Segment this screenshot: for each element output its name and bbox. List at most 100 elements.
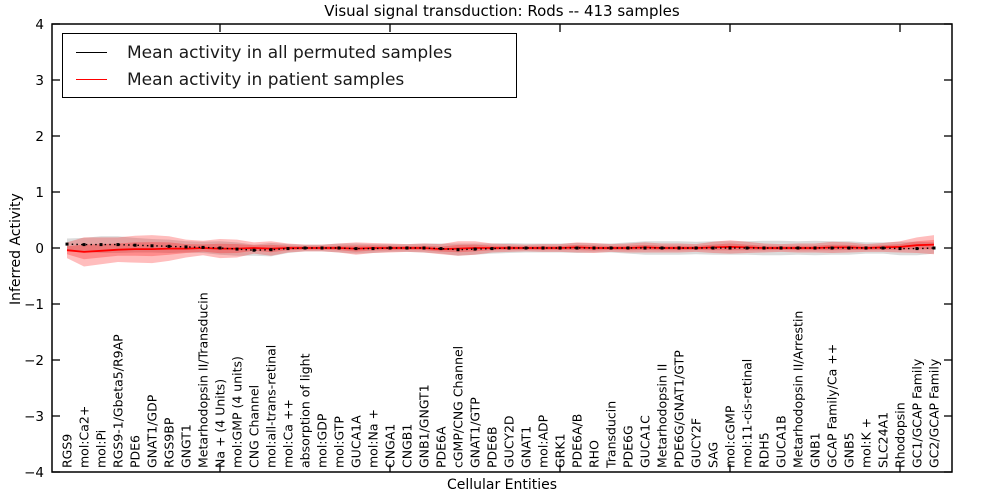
- data-point-marker: [167, 244, 171, 248]
- x-category-label: SAG: [706, 442, 721, 468]
- legend-item-permuted: Mean activity in all permuted samples: [76, 39, 516, 66]
- x-category-label: absorption of light: [298, 353, 313, 468]
- data-point-marker: [303, 246, 307, 250]
- x-category-label: GNGT1: [179, 424, 194, 468]
- data-point-marker: [439, 247, 443, 251]
- data-point-marker: [456, 248, 460, 252]
- x-category-label: GNAT1/GDP: [145, 394, 160, 468]
- x-category-label: SLC24A1: [876, 412, 891, 468]
- x-category-label: mol:Pi: [94, 430, 109, 468]
- y-tick-label: 0: [35, 241, 44, 257]
- data-point-marker: [779, 246, 783, 250]
- y-tick-label: 2: [35, 129, 44, 145]
- data-point-marker: [728, 246, 732, 250]
- data-point-marker: [405, 246, 409, 250]
- x-category-label: CNG Channel: [247, 385, 262, 468]
- data-point-marker: [388, 246, 392, 250]
- x-category-label: mol:ADP: [536, 414, 551, 468]
- x-category-label: GNAT1: [519, 426, 534, 468]
- x-category-label: PDE6A: [434, 426, 449, 468]
- data-point-marker: [252, 248, 256, 252]
- data-point-marker: [286, 247, 290, 251]
- data-point-marker: [184, 245, 188, 249]
- x-category-label: GC2/GCAP Family: [927, 358, 942, 468]
- legend-box: Mean activity in all permuted samples Me…: [62, 33, 517, 98]
- x-category-label: RGS9: [60, 434, 75, 468]
- x-category-label: GNAT1/GTP: [468, 397, 483, 468]
- x-category-label: mol:Ca ++: [281, 399, 296, 468]
- data-point-marker: [150, 244, 154, 248]
- data-point-marker: [371, 247, 375, 251]
- x-category-label: Metarhodopsin II: [655, 364, 670, 468]
- data-point-marker: [847, 246, 851, 250]
- x-category-label: Na + (4 Units): [213, 379, 228, 468]
- data-point-marker: [694, 246, 698, 250]
- x-category-labels: RGS9 mol:Ca2+ mol:Pi RGS9-1/Gbeta5/R9AP PDE6…: [60, 292, 942, 469]
- x-category-label: mol:K +: [859, 418, 874, 468]
- x-category-label: mol:GDP: [315, 413, 330, 468]
- y-tick-labels: 4 3 2 1 0 −1 −2 −3 −4: [24, 17, 44, 481]
- data-point-marker: [82, 243, 86, 247]
- data-point-marker: [422, 246, 426, 250]
- x-category-label: GUCA1A: [349, 415, 364, 468]
- data-point-marker: [711, 246, 715, 250]
- data-point-marker: [218, 246, 222, 250]
- x-category-label: mol:Na +: [366, 409, 381, 468]
- permuted-samples-spread-band: [67, 236, 934, 257]
- data-point-marker: [881, 246, 885, 250]
- data-point-marker: [473, 247, 477, 251]
- x-category-label: Rhodopsin: [893, 402, 908, 468]
- x-category-label: mol:GTP: [332, 416, 347, 468]
- x-category-label: RGS9-1/Gbeta5/R9AP: [111, 334, 126, 468]
- data-point-marker: [609, 246, 613, 250]
- data-point-marker: [762, 246, 766, 250]
- y-tick-label: −2: [24, 353, 44, 369]
- x-category-label: GNB1/GNGT1: [417, 384, 432, 468]
- x-category-label: mol:GMP (4 units): [230, 356, 245, 468]
- x-category-label: GUCY2F: [689, 418, 704, 468]
- data-point-marker: [337, 246, 341, 250]
- data-point-marker: [524, 246, 528, 250]
- data-point-marker: [235, 247, 239, 251]
- y-tick-label: −3: [24, 409, 44, 425]
- data-point-marker: [864, 246, 868, 250]
- data-point-marker: [541, 246, 545, 250]
- x-category-label: GUCA1C: [638, 415, 653, 468]
- x-category-label: PDE6A/B: [570, 414, 585, 468]
- y-tick-label: −4: [24, 465, 44, 481]
- x-category-label: GRK1: [553, 433, 568, 468]
- x-category-label: RHO: [587, 440, 602, 468]
- x-category-label: GCAP Family/Ca ++: [825, 344, 840, 468]
- x-category-label: PDE6G: [621, 425, 636, 468]
- data-point-marker: [65, 242, 69, 246]
- x-category-label: GNB5: [842, 432, 857, 468]
- x-category-label: cGMP/CNG Channel: [451, 346, 466, 468]
- x-category-label: RDH5: [757, 432, 772, 468]
- data-point-marker: [915, 247, 919, 251]
- legend-item-patient: Mean activity in patient samples: [76, 66, 516, 93]
- x-category-label: PDE6: [128, 435, 143, 468]
- x-category-label: mol:Ca2+: [77, 406, 92, 468]
- chart-title: Visual signal transduction: Rods -- 413 …: [324, 2, 680, 20]
- data-point-marker: [320, 246, 324, 250]
- legend-label-patient: Mean activity in patient samples: [127, 69, 405, 90]
- y-tick-label: 4: [35, 17, 44, 33]
- data-point-marker: [813, 246, 817, 250]
- permuted-line-swatch: [76, 52, 107, 53]
- y-tick-label: 1: [35, 185, 44, 201]
- data-point-marker: [507, 246, 511, 250]
- x-category-label: mol:all-trans-retinal: [264, 345, 279, 468]
- data-point-marker: [643, 246, 647, 250]
- x-category-label: PDE6G/GNAT1/GTP: [672, 350, 687, 468]
- data-point-marker: [592, 246, 596, 250]
- data-point-marker: [626, 246, 630, 250]
- data-point-marker: [575, 246, 579, 250]
- data-point-marker: [745, 246, 749, 250]
- y-tick-label: −1: [24, 297, 44, 313]
- permuted-mean-line: [65, 242, 936, 252]
- patient-line-swatch: [76, 79, 107, 80]
- x-category-label: GUCY2D: [502, 415, 517, 468]
- x-axis-label: Cellular Entities: [446, 477, 558, 493]
- x-category-label: Metarhodopsin II/Arrestin: [791, 311, 806, 468]
